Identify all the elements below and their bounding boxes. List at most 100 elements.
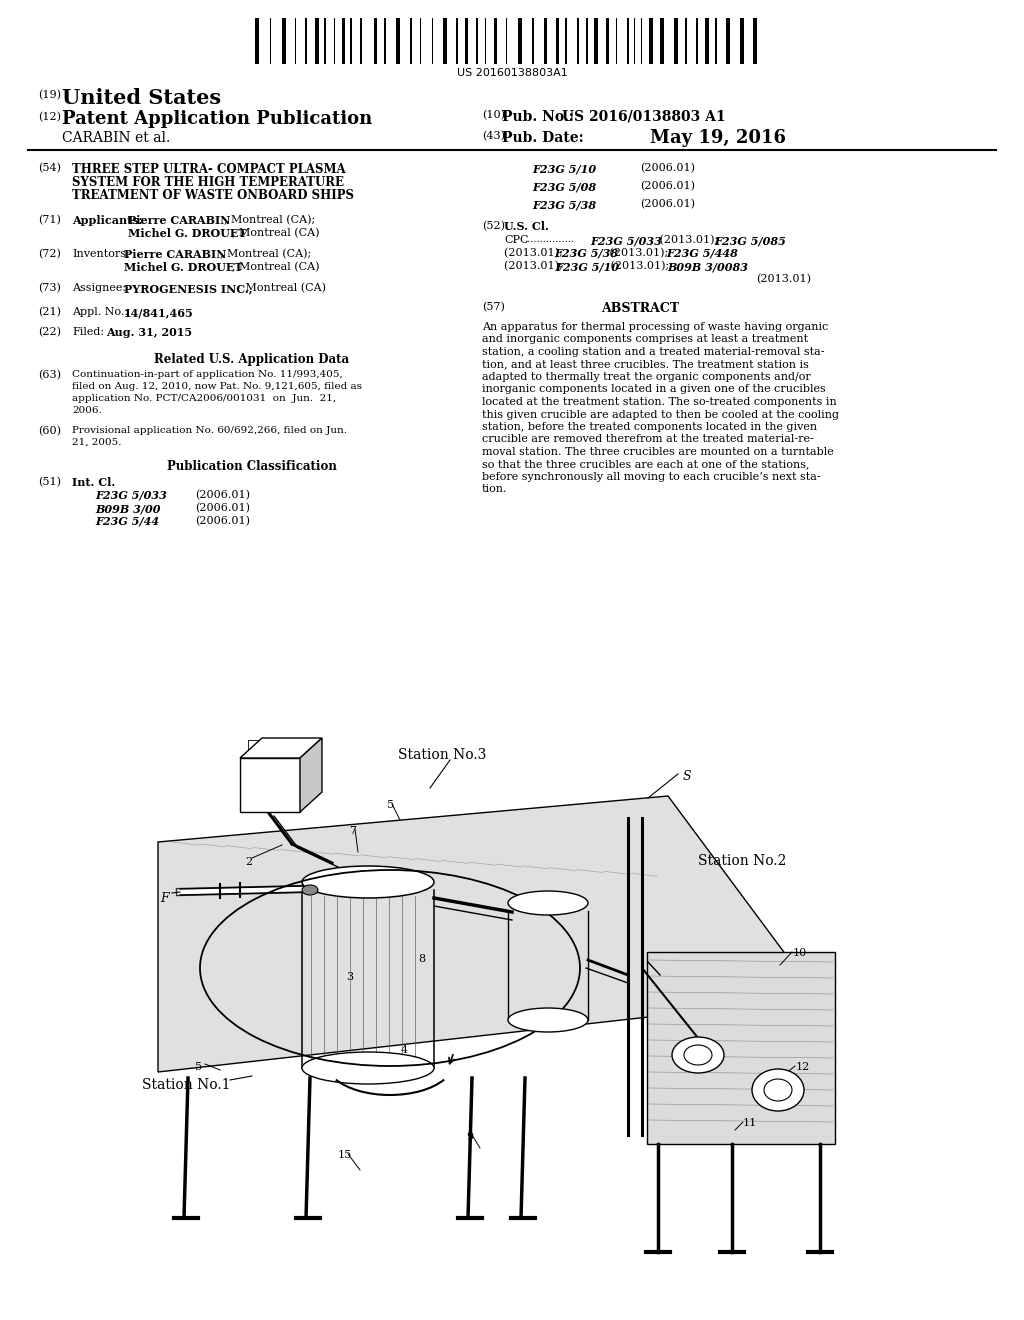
Text: (2013.01);: (2013.01); (606, 248, 672, 259)
Text: Aug. 31, 2015: Aug. 31, 2015 (106, 327, 193, 338)
Text: Applicants:: Applicants: (72, 215, 142, 226)
Bar (305, 18, 306, 63)
Bar (695, 18, 698, 63)
Text: US 20160138803A1: US 20160138803A1 (457, 69, 567, 78)
Bar (314, 18, 318, 63)
Text: SYSTEM FOR THE HIGH TEMPERATURE: SYSTEM FOR THE HIGH TEMPERATURE (72, 176, 344, 189)
Text: (63): (63) (38, 370, 61, 380)
Bar (374, 18, 377, 63)
Text: (72): (72) (38, 249, 60, 259)
Text: (2013.01);: (2013.01); (504, 248, 566, 259)
Bar (594, 18, 598, 63)
Text: , Montreal (CA): , Montreal (CA) (232, 261, 319, 272)
Text: PYROGENESIS INC.,: PYROGENESIS INC., (124, 282, 253, 294)
Text: and inorganic components comprises at least a treatment: and inorganic components comprises at le… (482, 334, 808, 345)
Bar (544, 18, 547, 63)
Ellipse shape (302, 884, 318, 895)
Bar (685, 18, 686, 63)
Bar (410, 18, 412, 63)
Text: (54): (54) (38, 162, 61, 173)
Text: F23G 5/44: F23G 5/44 (95, 516, 159, 527)
Text: F23G 5/38: F23G 5/38 (554, 248, 618, 259)
Text: (19): (19) (38, 90, 61, 100)
Text: Pub. No.:: Pub. No.: (502, 110, 573, 124)
Text: tion, and at least three crucibles. The treatment station is: tion, and at least three crucibles. The … (482, 359, 809, 370)
Text: ABSTRACT: ABSTRACT (601, 302, 679, 315)
Bar (506, 18, 507, 63)
Text: crucible are removed therefrom at the treated material-re-: crucible are removed therefrom at the tr… (482, 434, 814, 445)
Ellipse shape (508, 1008, 588, 1032)
Bar (484, 18, 486, 63)
Ellipse shape (672, 1038, 724, 1073)
Bar (494, 18, 497, 63)
Bar (705, 18, 709, 63)
Text: F: F (160, 892, 169, 906)
Bar (431, 18, 433, 63)
Text: THREE STEP ULTRA- COMPACT PLASMA: THREE STEP ULTRA- COMPACT PLASMA (72, 162, 346, 176)
Bar (282, 18, 286, 63)
Text: Station No.3: Station No.3 (398, 748, 486, 762)
Text: , Montreal (CA);: , Montreal (CA); (224, 215, 315, 226)
Text: (2013.01);: (2013.01); (504, 261, 566, 272)
Text: 8: 8 (418, 954, 425, 964)
Text: station, before the treated components located in the given: station, before the treated components l… (482, 422, 817, 432)
Text: United States: United States (62, 88, 221, 108)
Text: F23G 5/08: F23G 5/08 (532, 181, 596, 191)
Text: , Montreal (CA);: , Montreal (CA); (220, 249, 311, 259)
Text: located at the treatment station. The so-treated components in: located at the treatment station. The so… (482, 397, 837, 407)
Bar (615, 18, 617, 63)
Text: (2006.01): (2006.01) (195, 503, 250, 513)
Text: An apparatus for thermal processing of waste having organic: An apparatus for thermal processing of w… (482, 322, 828, 333)
Text: 5: 5 (387, 800, 394, 810)
Text: F23G 5/033: F23G 5/033 (95, 490, 167, 502)
Text: (22): (22) (38, 327, 61, 338)
Text: 9: 9 (466, 1133, 473, 1142)
Text: (57): (57) (482, 302, 505, 313)
Text: Pierre CARABIN: Pierre CARABIN (124, 249, 226, 260)
Text: Montreal (CA): Montreal (CA) (242, 282, 326, 293)
Bar (456, 18, 458, 63)
Text: TREATMENT OF WASTE ONBOARD SHIPS: TREATMENT OF WASTE ONBOARD SHIPS (72, 189, 354, 202)
Polygon shape (240, 738, 322, 758)
Text: application No. PCT/CA2006/001031  on  Jun.  21,: application No. PCT/CA2006/001031 on Jun… (72, 393, 336, 403)
Text: US 2016/0138803 A1: US 2016/0138803 A1 (562, 110, 726, 124)
Bar (384, 18, 386, 63)
Text: (2013.01);: (2013.01); (607, 261, 673, 272)
Text: (10): (10) (482, 110, 505, 120)
Text: 11: 11 (743, 1118, 758, 1129)
Text: 3: 3 (346, 972, 353, 982)
Text: (2013.01);: (2013.01); (656, 235, 722, 246)
Text: F23G 5/10: F23G 5/10 (532, 162, 596, 174)
Text: ................: ................ (524, 235, 574, 244)
Bar (640, 18, 642, 63)
Bar (725, 18, 729, 63)
Text: before synchronously all moving to each crucible’s next sta-: before synchronously all moving to each … (482, 473, 820, 482)
Text: May 19, 2016: May 19, 2016 (650, 129, 786, 147)
Bar (532, 18, 534, 63)
Text: 1: 1 (252, 784, 259, 795)
Bar (627, 18, 629, 63)
Text: Station No.2: Station No.2 (698, 854, 786, 869)
Ellipse shape (302, 1052, 434, 1084)
Text: Appl. No.:: Appl. No.: (72, 308, 128, 317)
Text: (2006.01): (2006.01) (195, 490, 250, 500)
Bar (674, 18, 678, 63)
Polygon shape (300, 738, 322, 812)
Ellipse shape (302, 866, 434, 898)
Text: (43): (43) (482, 131, 505, 141)
Text: Filed:: Filed: (72, 327, 104, 337)
Text: adapted to thermally treat the organic components and/or: adapted to thermally treat the organic c… (482, 372, 811, 381)
Bar (475, 18, 478, 63)
Bar (577, 18, 579, 63)
Text: F23G 5/10: F23G 5/10 (555, 261, 620, 272)
Text: (73): (73) (38, 282, 60, 293)
Text: (2006.01): (2006.01) (195, 516, 250, 527)
Text: Int. Cl.: Int. Cl. (72, 477, 116, 488)
Text: (60): (60) (38, 426, 61, 437)
Text: , Montreal (CA): , Montreal (CA) (232, 228, 319, 239)
Text: 2: 2 (245, 857, 252, 867)
Bar (269, 18, 271, 63)
Text: Continuation-in-part of application No. 11/993,405,: Continuation-in-part of application No. … (72, 370, 343, 379)
Text: Michel G. DROUET: Michel G. DROUET (128, 228, 247, 239)
Text: Pub. Date:: Pub. Date: (502, 131, 584, 145)
